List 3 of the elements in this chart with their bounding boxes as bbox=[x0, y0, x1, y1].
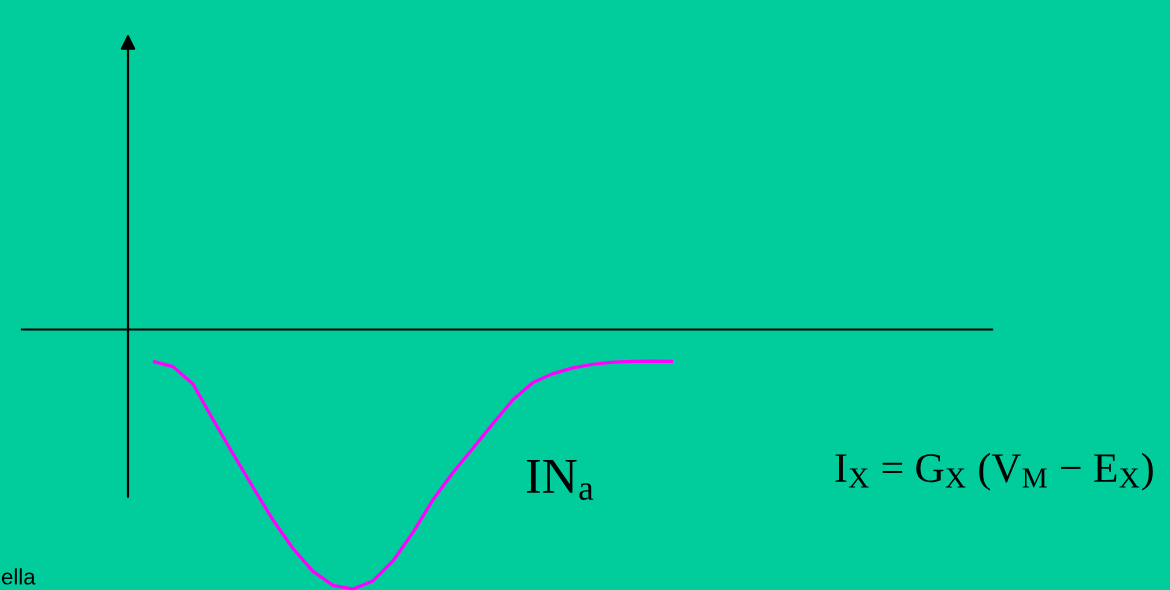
text: ella bbox=[1, 568, 36, 585]
text: I$_{X}$ = G$_{X}$ (V$_{M}$ − E$_{X}$) bbox=[835, 452, 1153, 491]
series-label: IN$_{a}$ bbox=[526, 460, 594, 500]
